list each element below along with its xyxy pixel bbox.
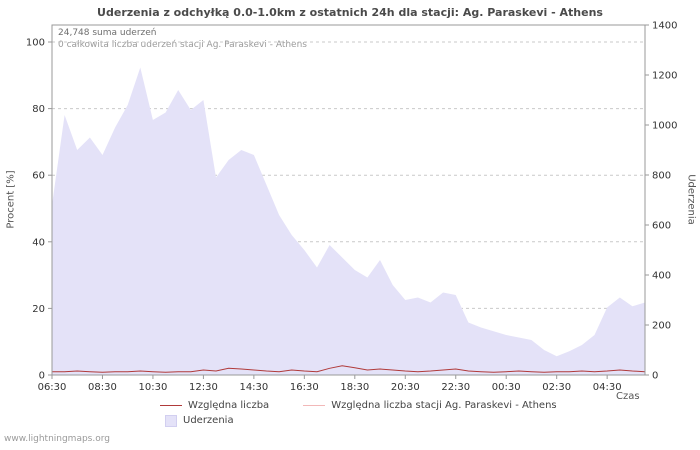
area-series-uderzenia [52,67,645,375]
x-tick-label: 12:30 [189,382,218,393]
legend-swatch-relative-line [160,405,182,406]
legend-label-station: Względna liczba stacji Ag. Paraskevi - A… [331,400,557,411]
y-right-tick-label: 200 [652,321,671,332]
y-left-tick-label: 0 [39,371,45,382]
x-tick-label: 16:30 [290,382,319,393]
y-right-tick-label: 400 [652,271,671,282]
chart-legend: Względna liczba Względna liczba stacji A… [160,398,557,428]
x-tick-label: 20:30 [391,382,420,393]
y-left-tick-label: 60 [32,171,45,182]
x-tick-label: 04:30 [593,382,622,393]
annotation-total-strikes: 24,748 suma uderzeń [58,28,157,38]
legend-swatch-station-line [303,405,326,406]
x-tick-label: 08:30 [88,382,117,393]
y-right-tick-label: 1000 [652,121,677,132]
x-tick-label: 10:30 [139,382,168,393]
x-tick-label: 06:30 [38,382,67,393]
watermark-link[interactable]: www.lightningmaps.org [4,434,110,444]
x-tick-label: 14:30 [239,382,268,393]
legend-label-strikes: Uderzenia [183,415,234,426]
y-right-tick-label: 1200 [652,71,677,82]
y-right-tick-label: 1400 [652,21,677,32]
y-right-tick-label: 800 [652,171,671,182]
x-tick-label: 18:30 [340,382,369,393]
x-tick-label: 00:30 [492,382,521,393]
line-series-relative [52,365,646,373]
y-right-tick-label: 0 [652,371,658,382]
legend-label-relative: Względna liczba [188,400,270,411]
y-left-tick-label: 40 [32,237,45,248]
legend-swatch-strikes-area [165,414,177,427]
y-left-tick-label: 20 [32,304,45,315]
chart-title: Uderzenia z odchyłką 0.0-1.0km z ostatni… [97,6,603,19]
legend-row-lines: Względna liczba Względna liczba stacji A… [160,398,557,413]
annotation-station-strikes: 0 całkowita liczba uderzeń stacji Ag. Pa… [58,40,307,50]
y-right-tick-label: 600 [652,221,671,232]
x-tick-label: 02:30 [542,382,571,393]
x-axis-label: Czas [616,391,640,402]
legend-row-area: Uderzenia [160,413,557,428]
y-left-tick-label: 80 [32,104,45,115]
x-tick-label: 22:30 [441,382,470,393]
y-left-tick-label: 100 [26,38,45,49]
plot-border [51,24,646,376]
